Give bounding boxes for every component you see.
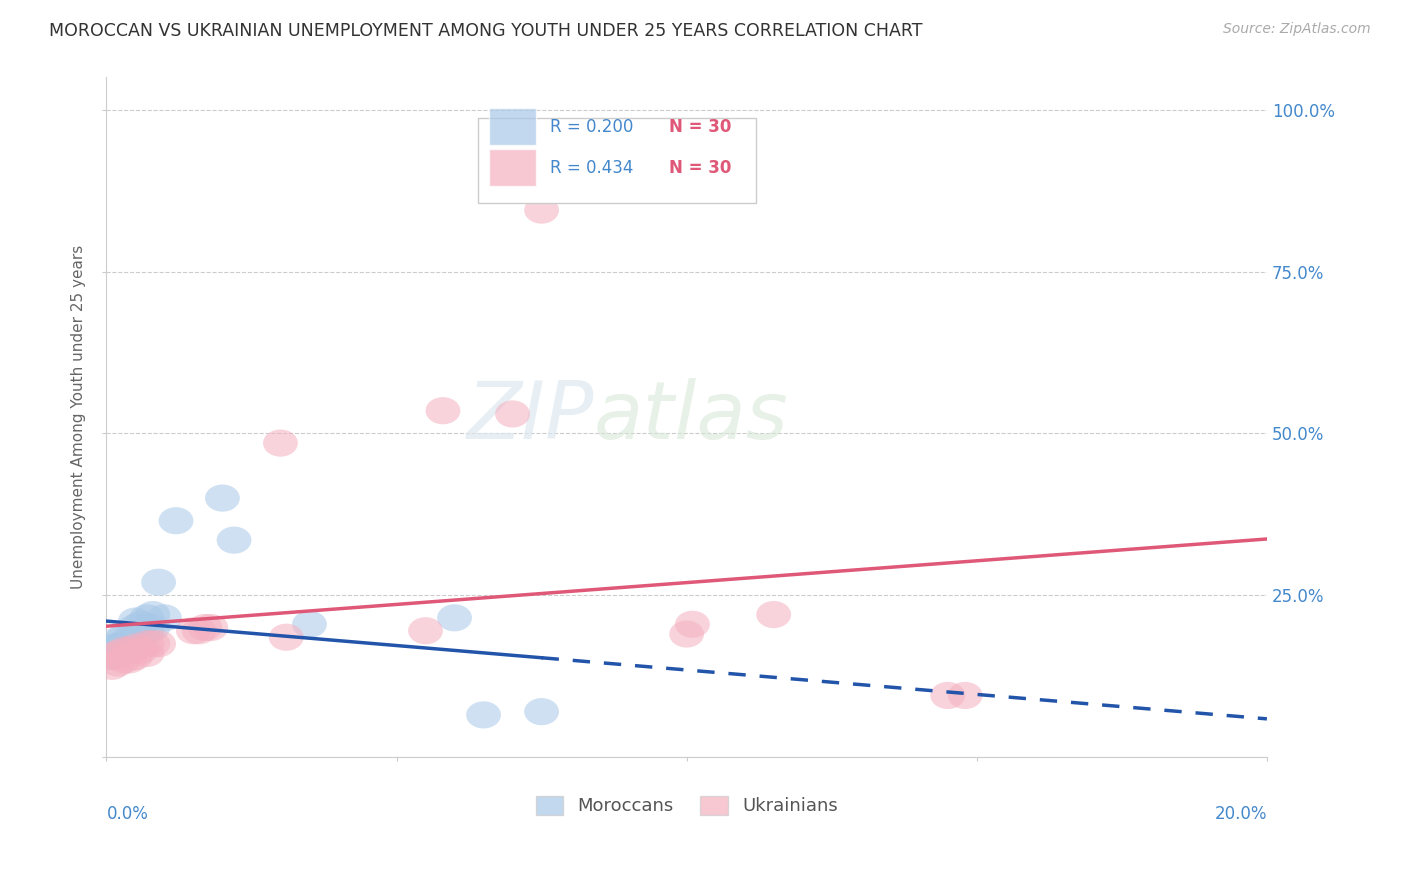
Text: Source: ZipAtlas.com: Source: ZipAtlas.com <box>1223 22 1371 37</box>
FancyBboxPatch shape <box>489 149 536 186</box>
Text: atlas: atlas <box>593 378 789 456</box>
FancyBboxPatch shape <box>478 119 756 203</box>
Text: MOROCCAN VS UKRAINIAN UNEMPLOYMENT AMONG YOUTH UNDER 25 YEARS CORRELATION CHART: MOROCCAN VS UKRAINIAN UNEMPLOYMENT AMONG… <box>49 22 922 40</box>
Text: N = 30: N = 30 <box>669 118 731 136</box>
FancyBboxPatch shape <box>489 108 536 145</box>
Text: R = 0.434: R = 0.434 <box>550 159 633 177</box>
Y-axis label: Unemployment Among Youth under 25 years: Unemployment Among Youth under 25 years <box>72 245 86 590</box>
Text: 0.0%: 0.0% <box>107 805 148 822</box>
Text: N = 30: N = 30 <box>669 159 731 177</box>
Text: 20.0%: 20.0% <box>1215 805 1267 822</box>
Text: ZIP: ZIP <box>467 378 593 456</box>
Text: R = 0.200: R = 0.200 <box>550 118 633 136</box>
Legend: Moroccans, Ukrainians: Moroccans, Ukrainians <box>529 789 845 822</box>
